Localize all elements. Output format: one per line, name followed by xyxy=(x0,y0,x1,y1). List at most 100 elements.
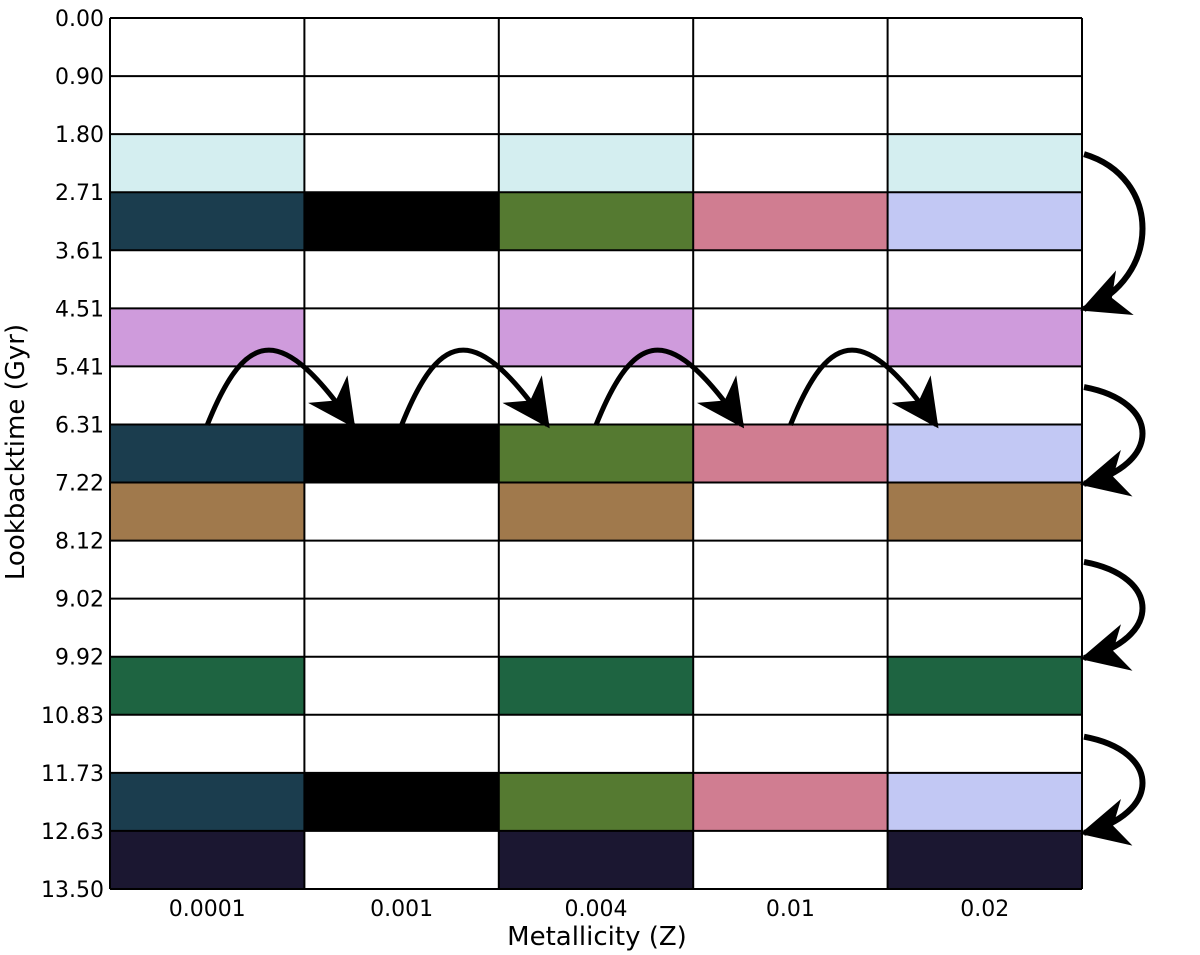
grid-lines xyxy=(109,17,1083,890)
arrow-vertical xyxy=(1080,151,1146,315)
heatmap-cell xyxy=(110,656,305,715)
heatmap-cell xyxy=(498,134,694,193)
heatmap-cell xyxy=(693,308,888,367)
heatmap-cell xyxy=(304,714,499,773)
x-tick-label: 0.001 xyxy=(370,897,433,922)
y-tick-label: 0.00 xyxy=(55,7,104,32)
heatmap-cell xyxy=(110,714,305,773)
y-tick-label: 5.41 xyxy=(55,355,104,380)
heatmap-cell xyxy=(498,250,694,309)
x-tick-label: 0.01 xyxy=(766,897,815,922)
x-axis-label: Metallicity (Z) xyxy=(507,922,687,952)
heatmap-cell xyxy=(498,18,694,77)
x-tick-labels: 0.0001 0.001 0.004 0.01 0.02 xyxy=(169,897,1010,922)
arrow-vertical xyxy=(1080,733,1146,846)
arrow-horizontal xyxy=(399,347,550,429)
heatmap-cell xyxy=(110,424,305,483)
heatmap-cell xyxy=(498,192,694,251)
heatmap-cell xyxy=(110,830,305,889)
x-tick-label: 0.0001 xyxy=(169,897,246,922)
heatmap-cell xyxy=(887,656,1082,715)
heatmap-cell xyxy=(693,424,888,483)
heatmap-cell xyxy=(304,424,499,483)
heatmap-cell xyxy=(693,134,888,193)
heatmap-cell xyxy=(887,540,1082,599)
y-tick-label: 13.50 xyxy=(41,878,104,903)
heatmap-cell xyxy=(304,18,499,77)
arrow-vertical xyxy=(1080,558,1146,671)
heatmap-cell xyxy=(304,308,499,367)
heatmap-cell xyxy=(110,76,305,135)
heatmap-cell xyxy=(110,250,305,309)
heatmap-cell xyxy=(887,76,1082,135)
heatmap-cell xyxy=(304,250,499,309)
y-tick-label: 6.31 xyxy=(55,413,104,438)
heatmap-cell xyxy=(887,424,1082,483)
heatmap-cell xyxy=(304,76,499,135)
heatmap-cell xyxy=(498,308,694,367)
heatmap-cell xyxy=(887,192,1082,251)
heatmap-cell xyxy=(498,772,694,831)
heatmap-cell xyxy=(304,772,499,831)
heatmap-cell xyxy=(498,424,694,483)
heatmap-cell xyxy=(693,76,888,135)
heatmap-cell xyxy=(110,308,305,367)
heatmap-cell xyxy=(498,656,694,715)
y-axis-label: Lookbacktime (Gyr) xyxy=(1,324,31,580)
y-tick-label: 0.90 xyxy=(55,65,104,90)
heatmap-cell xyxy=(887,134,1082,193)
heatmap-cell xyxy=(304,482,499,541)
heatmap-cell xyxy=(498,540,694,599)
arrow-horizontal xyxy=(788,347,939,429)
y-tick-label: 1.80 xyxy=(55,123,104,148)
heatmap-cell xyxy=(110,366,305,425)
y-tick-label: 9.02 xyxy=(55,588,104,613)
heatmap-cell xyxy=(693,18,888,77)
arrow-horizontal xyxy=(204,347,356,429)
heatmap-cell xyxy=(693,830,888,889)
heatmap-cell xyxy=(498,76,694,135)
heatmap-cell xyxy=(110,540,305,599)
heatmap-cell xyxy=(110,192,305,251)
heatmap-cell xyxy=(110,598,305,657)
arrow-vertical xyxy=(1080,384,1146,497)
y-tick-labels: 0.00 0.90 1.80 2.71 3.61 4.51 5.41 6.31 7.22 8.12… xyxy=(41,7,104,903)
x-tick-label: 0.004 xyxy=(565,897,628,922)
y-tick-label: 8.12 xyxy=(55,530,104,555)
heatmap-cell xyxy=(693,540,888,599)
heatmap-cell xyxy=(693,482,888,541)
y-tick-label: 12.63 xyxy=(41,820,104,845)
y-tick-label: 4.51 xyxy=(55,297,104,322)
heatmap-cell xyxy=(110,772,305,831)
heatmap-cell xyxy=(887,18,1082,77)
arrow-horizontal xyxy=(593,347,745,429)
heatmap-cells xyxy=(110,18,1082,889)
heatmap-cell xyxy=(693,772,888,831)
arrow-annotations xyxy=(204,151,1146,846)
heatmap-cell xyxy=(110,18,305,77)
heatmap-cell xyxy=(887,772,1082,831)
heatmap-cell xyxy=(887,482,1082,541)
heatmap-cell xyxy=(304,540,499,599)
heatmap-cell xyxy=(693,598,888,657)
heatmap-cell xyxy=(110,134,305,193)
y-tick-label: 11.73 xyxy=(41,762,104,787)
heatmap-cell xyxy=(498,714,694,773)
heatmap-cell xyxy=(693,714,888,773)
y-tick-label: 9.92 xyxy=(55,646,104,671)
heatmap-cell xyxy=(887,250,1082,309)
heatmap-cell xyxy=(887,830,1082,889)
heatmap-cell xyxy=(304,830,499,889)
y-tick-label: 10.83 xyxy=(41,704,104,729)
heatmap-cell xyxy=(498,598,694,657)
heatmap-cell xyxy=(498,830,694,889)
heatmap-cell xyxy=(693,656,888,715)
y-tick-label: 3.61 xyxy=(55,239,104,264)
heatmap-cell xyxy=(304,134,499,193)
heatmap-cell xyxy=(498,482,694,541)
heatmap-cell xyxy=(887,598,1082,657)
x-tick-label: 0.02 xyxy=(960,897,1009,922)
heatmap-cell xyxy=(304,598,499,657)
y-tick-label: 2.71 xyxy=(55,181,104,206)
